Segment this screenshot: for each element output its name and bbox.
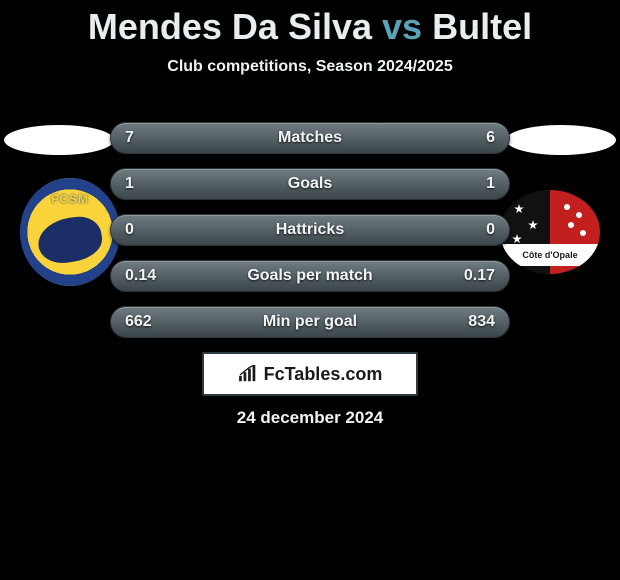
stat-label: Goals <box>288 175 332 193</box>
stat-left-value: 0.14 <box>125 267 156 285</box>
sochaux-badge-icon <box>20 178 120 286</box>
title-player1: Mendes Da Silva <box>88 6 372 47</box>
stat-right-value: 0 <box>486 221 495 239</box>
boulogne-band-text: Côte d'Opale <box>500 244 600 266</box>
brand-text: FcTables.com <box>264 364 383 385</box>
snapshot-date: 24 december 2024 <box>0 408 620 428</box>
title-vs: vs <box>382 6 422 47</box>
player-photo-placeholder-right <box>506 125 616 155</box>
stat-left-value: 7 <box>125 129 134 147</box>
brand-attribution: FcTables.com <box>202 352 418 396</box>
club-logo-right: Côte d'Opale <box>500 178 600 286</box>
stat-label: Min per goal <box>263 313 357 331</box>
stat-right-value: 6 <box>486 129 495 147</box>
stat-left-value: 1 <box>125 175 134 193</box>
comparison-title: Mendes Da Silva vs Bultel <box>0 0 620 48</box>
stat-row-hattricks: 0 Hattricks 0 <box>110 214 510 246</box>
boulogne-badge-icon: Côte d'Opale <box>500 190 600 274</box>
stat-right-value: 834 <box>468 313 495 331</box>
stat-right-value: 0.17 <box>464 267 495 285</box>
stat-left-value: 0 <box>125 221 134 239</box>
stat-label: Matches <box>278 129 342 147</box>
stat-right-value: 1 <box>486 175 495 193</box>
player-photo-placeholder-left <box>4 125 114 155</box>
stat-left-value: 662 <box>125 313 152 331</box>
stat-row-min-per-goal: 662 Min per goal 834 <box>110 306 510 338</box>
stats-table: 7 Matches 6 1 Goals 1 0 Hattricks 0 0.14… <box>110 122 510 352</box>
club-logo-left <box>20 178 120 286</box>
title-player2: Bultel <box>432 6 532 47</box>
stat-row-goals-per-match: 0.14 Goals per match 0.17 <box>110 260 510 292</box>
stat-label: Hattricks <box>276 221 344 239</box>
stat-row-goals: 1 Goals 1 <box>110 168 510 200</box>
subtitle: Club competitions, Season 2024/2025 <box>0 58 620 76</box>
stat-label: Goals per match <box>247 267 372 285</box>
stat-row-matches: 7 Matches 6 <box>110 122 510 154</box>
bar-chart-icon <box>238 365 260 383</box>
